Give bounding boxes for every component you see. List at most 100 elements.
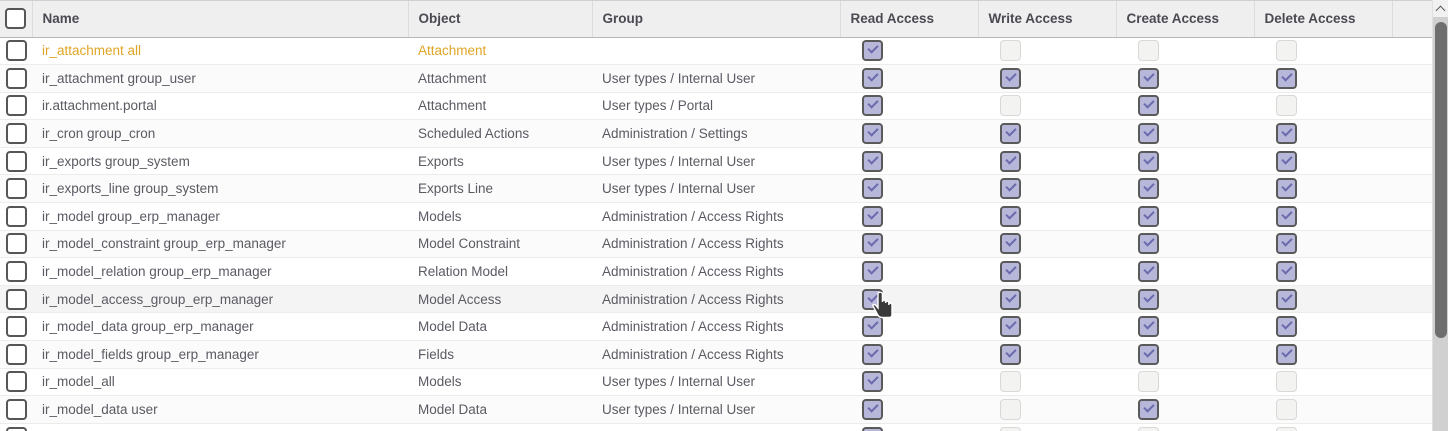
row-object[interactable]: Models [408, 368, 592, 397]
create-access-cell[interactable] [1116, 340, 1254, 369]
row-select-checkbox[interactable] [5, 40, 27, 62]
create-access-cell[interactable] [1116, 312, 1254, 342]
write-access-checkbox-checked[interactable] [1000, 261, 1021, 283]
row-select-cell[interactable] [0, 312, 32, 342]
create-access-cell[interactable] [1116, 368, 1254, 397]
write-access-checkbox-checked[interactable] [1000, 150, 1021, 172]
delete-access-checkbox-checked[interactable] [1276, 261, 1297, 283]
write-access-cell[interactable] [978, 395, 1116, 424]
write-access-cell[interactable] [978, 368, 1116, 397]
row-name[interactable]: ir_model_data group_erp_manager [32, 312, 408, 342]
delete-access-checkbox-unchecked[interactable] [1276, 40, 1297, 62]
row-object[interactable]: Attachment [408, 92, 592, 121]
row-select-checkbox[interactable] [5, 95, 27, 117]
delete-access-checkbox-unchecked[interactable] [1276, 399, 1297, 421]
scrollbar-thumb[interactable] [1435, 22, 1447, 338]
read-access-cell[interactable] [840, 285, 978, 314]
row-group[interactable]: Administration / Access Rights [592, 340, 840, 369]
table-row[interactable]: ir_cron group_cron Scheduled Actions Admin… [0, 119, 1448, 148]
table-row[interactable]: ir_attachment all Attachment [0, 37, 1448, 66]
row-object[interactable]: Models [408, 202, 592, 231]
row-select-checkbox[interactable] [5, 316, 27, 338]
table-row[interactable]: ir_model_constraint group_erp_manager Mod… [0, 230, 1448, 259]
read-access-checkbox-checked[interactable] [862, 399, 883, 421]
read-access-checkbox-checked[interactable] [862, 316, 883, 338]
write-access-checkbox-unchecked[interactable] [1000, 371, 1021, 393]
table-row[interactable]: ir_attachment group_user Attachment User t… [0, 64, 1448, 93]
select-all-checkbox[interactable] [5, 7, 27, 29]
create-access-cell[interactable] [1116, 257, 1254, 286]
row-group[interactable]: Administration / Settings [592, 119, 840, 148]
row-select-checkbox[interactable] [5, 371, 27, 393]
create-access-checkbox-unchecked[interactable] [1138, 371, 1159, 393]
delete-access-cell[interactable] [1254, 92, 1392, 121]
delete-access-checkbox-checked[interactable] [1276, 288, 1297, 310]
delete-access-checkbox-unchecked[interactable] [1276, 426, 1297, 431]
read-access-checkbox-checked[interactable] [862, 67, 883, 89]
write-access-checkbox-checked[interactable] [1000, 67, 1021, 89]
table-row[interactable]: ir_model_relation group_erp_manager Relat… [0, 257, 1448, 286]
write-access-checkbox-unchecked[interactable] [1000, 95, 1021, 117]
create-access-checkbox-checked[interactable] [1138, 178, 1159, 200]
row-group[interactable] [592, 37, 840, 66]
read-access-cell[interactable] [840, 119, 978, 148]
row-select-checkbox[interactable] [5, 233, 27, 255]
row-select-checkbox[interactable] [5, 426, 27, 431]
read-access-cell[interactable] [840, 368, 978, 397]
row-select-cell[interactable] [0, 92, 32, 121]
row-name[interactable]: ir_model group_erp_manager [32, 202, 408, 231]
row-group[interactable]: User types / Internal User [592, 174, 840, 204]
row-object[interactable]: Attachment [408, 37, 592, 66]
row-object[interactable]: Model Constraint [408, 230, 592, 259]
table-row[interactable]: ir_exports group_system Exports User types… [0, 147, 1448, 176]
row-select-cell[interactable] [0, 423, 32, 431]
delete-access-cell[interactable] [1254, 230, 1392, 259]
row-object[interactable]: Attachment [408, 64, 592, 93]
row-select-cell[interactable] [0, 257, 32, 286]
read-access-cell[interactable] [840, 340, 978, 369]
create-access-cell[interactable] [1116, 395, 1254, 424]
row-group[interactable]: User types / Internal User [592, 368, 840, 397]
write-access-checkbox-checked[interactable] [1000, 178, 1021, 200]
row-select-cell[interactable] [0, 119, 32, 148]
create-access-checkbox-checked[interactable] [1138, 399, 1159, 421]
row-select-cell[interactable] [0, 37, 32, 66]
read-access-checkbox-checked[interactable] [862, 95, 883, 117]
read-access-cell[interactable] [840, 257, 978, 286]
column-header-read-access[interactable]: Read Access [840, 0, 979, 38]
read-access-cell[interactable] [840, 92, 978, 121]
delete-access-cell[interactable] [1254, 312, 1392, 342]
delete-access-checkbox-checked[interactable] [1276, 178, 1297, 200]
row-object[interactable]: Scheduled Actions [408, 119, 592, 148]
table-row[interactable]: ir_model_fields group_erp_manager Fields A… [0, 340, 1448, 369]
delete-access-checkbox-unchecked[interactable] [1276, 371, 1297, 393]
write-access-cell[interactable] [978, 37, 1116, 66]
column-header-create-access[interactable]: Create Access [1116, 0, 1255, 38]
create-access-checkbox-checked[interactable] [1138, 288, 1159, 310]
create-access-checkbox-checked[interactable] [1138, 67, 1159, 89]
row-object[interactable]: Fields [408, 423, 592, 431]
read-access-checkbox-checked[interactable] [862, 426, 883, 431]
row-select-cell[interactable] [0, 395, 32, 424]
delete-access-checkbox-checked[interactable] [1276, 343, 1297, 365]
write-access-checkbox-unchecked[interactable] [1000, 426, 1021, 431]
write-access-cell[interactable] [978, 92, 1116, 121]
delete-access-cell[interactable] [1254, 285, 1392, 314]
row-object[interactable]: Model Data [408, 395, 592, 424]
row-select-checkbox[interactable] [5, 150, 27, 172]
write-access-cell[interactable] [978, 340, 1116, 369]
row-group[interactable]: Administration / Access Rights [592, 230, 840, 259]
read-access-cell[interactable] [840, 37, 978, 66]
row-select-checkbox[interactable] [5, 399, 27, 421]
read-access-checkbox-checked[interactable] [862, 371, 883, 393]
create-access-checkbox-checked[interactable] [1138, 150, 1159, 172]
read-access-checkbox-checked[interactable] [862, 123, 883, 145]
row-name[interactable]: ir_model_fields all [32, 423, 408, 431]
write-access-cell[interactable] [978, 147, 1116, 176]
row-select-cell[interactable] [0, 147, 32, 176]
row-select-checkbox[interactable] [5, 261, 27, 283]
create-access-cell[interactable] [1116, 147, 1254, 176]
read-access-cell[interactable] [840, 147, 978, 176]
row-group[interactable]: User types / Internal User [592, 395, 840, 424]
create-access-cell[interactable] [1116, 119, 1254, 148]
